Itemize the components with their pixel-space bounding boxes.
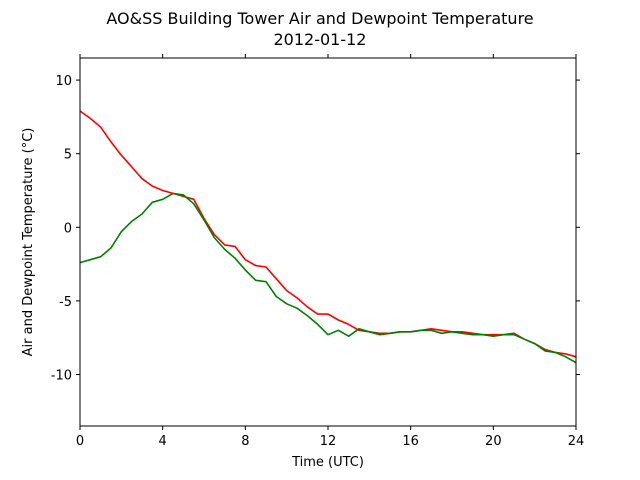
x-tick-label: 20	[485, 434, 502, 449]
x-tick-label: 0	[76, 434, 84, 449]
series-line-1	[79, 110, 577, 358]
y-tick-label: -5	[59, 295, 72, 310]
series-line-2	[79, 192, 577, 364]
series-layer	[79, 110, 577, 364]
ticks-layer: 0 4 8 12 16 20 24 -10 -5 0 5 10	[51, 54, 585, 449]
y-tick-label: 5	[64, 148, 72, 163]
x-tick-label: 8	[241, 434, 249, 449]
y-tick-label: 10	[55, 74, 72, 89]
y-axis-label: Air and Dewpoint Temperature (°C)	[21, 128, 36, 357]
chart-subtitle: 2012-01-12	[274, 30, 367, 49]
x-tick-label: 24	[568, 434, 585, 449]
x-tick-label: 4	[159, 434, 167, 449]
y-tick-label: -10	[51, 368, 72, 383]
y-tick-label: 0	[64, 221, 72, 236]
chart-title: AO&SS Building Tower Air and Dewpoint Te…	[106, 9, 533, 28]
x-tick-label: 12	[320, 434, 337, 449]
x-tick-label: 16	[402, 434, 419, 449]
plot-frame	[79, 57, 577, 427]
x-axis-label: Time (UTC)	[291, 455, 364, 470]
